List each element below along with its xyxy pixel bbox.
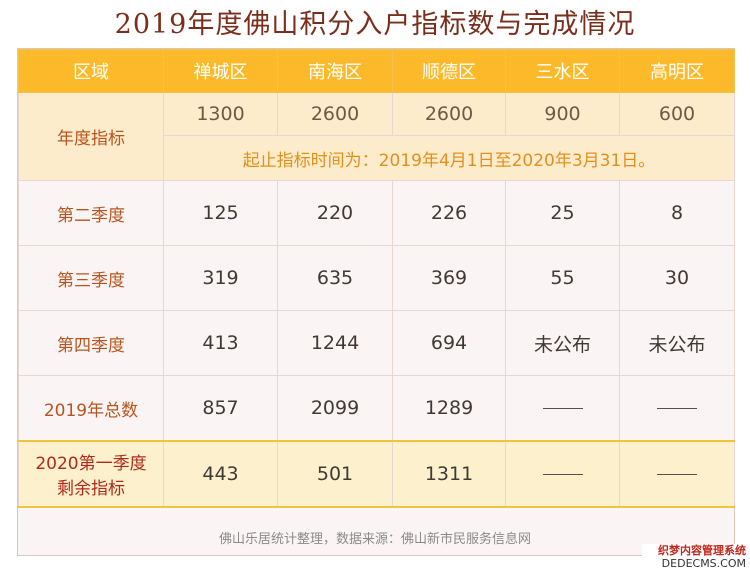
cell-value: 2600 [392,92,506,136]
cell-value: 1311 [392,440,506,508]
table-frame: 区域 禅城区 南海区 顺德区 三水区 高明区 年度指标 1300 2600 26… [17,48,735,556]
row-label-annual-target: 年度指标 [18,92,164,181]
watermark-line1: 织梦内容管理系统 [658,544,746,557]
header-sanshui: 三水区 [505,49,620,93]
cell-value: 2600 [277,92,393,136]
row-label: 第三季度 [18,245,164,311]
watermark-line2: DEDECMS.COM [661,557,746,570]
cell-value: 501 [277,440,393,508]
table-row: 第三季度 319 635 369 55 30 [18,245,735,311]
table-row-annual-target: 年度指标 1300 2600 2600 900 600 [18,92,735,181]
header-gaoming: 高明区 [619,49,735,93]
cell-value: 1244 [277,310,393,376]
table-row: 2019年总数 857 2099 1289 [18,375,735,442]
cell-value: 30 [619,245,735,311]
page-title: 2019年度佛山积分入户指标数与完成情况 [114,9,636,40]
cell-value: 8 [619,180,735,246]
period-note: 起止指标时间为：2019年4月1日至2020年3月31日。 [163,135,735,181]
header-nanhai: 南海区 [277,49,393,93]
cell-value: 25 [505,180,620,246]
row-label-line2: 剩余指标 [57,479,125,499]
cell-value: 55 [505,245,620,311]
row-label: 第二季度 [18,180,164,246]
watermark-stamp: 织梦内容管理系统 DEDECMS.COM [642,544,750,572]
cell-value: 600 [619,92,735,136]
dash-mark [542,474,583,475]
table-row: 第四季度 413 1244 694 未公布 未公布 [18,310,735,376]
cell-dash [505,375,620,442]
cell-dash [619,440,735,508]
cell-value: 220 [277,180,393,246]
table-row: 第二季度 125 220 226 25 8 [18,180,735,246]
quota-table: 区域 禅城区 南海区 顺德区 三水区 高明区 年度指标 1300 2600 26… [18,49,735,508]
cell-value: 900 [505,92,620,136]
cell-value: 443 [163,440,278,508]
cell-value: 319 [163,245,278,311]
cell-dash [619,375,735,442]
source-footer: 佛山乐居统计整理，数据来源：佛山新市民服务信息网 [218,532,531,547]
cell-value: 1289 [392,375,506,442]
cell-value: 369 [392,245,506,311]
table-row-remaining: 2020第一季度 剩余指标 443 501 1311 [18,440,735,508]
cell-value: 1300 [163,92,278,136]
cell-dash [505,440,620,508]
cell-value: 未公布 [619,310,735,376]
header-chancheng: 禅城区 [163,49,278,93]
cell-value: 2099 [277,375,393,442]
header-region: 区域 [18,49,164,93]
table-header-row: 区域 禅城区 南海区 顺德区 三水区 高明区 [18,49,735,93]
table-row-note: 起止指标时间为：2019年4月1日至2020年3月31日。 [19,135,735,181]
row-label: 第四季度 [18,310,164,376]
cell-value: 694 [392,310,506,376]
cell-value: 413 [163,310,278,376]
cell-value: 635 [277,245,393,311]
header-shunde: 顺德区 [392,49,506,93]
cell-value: 857 [163,375,278,442]
cell-value: 未公布 [505,310,620,376]
cell-value: 125 [163,180,278,246]
dash-mark [657,408,697,409]
cell-value: 226 [392,180,506,246]
row-label-line1: 2020第一季度 [35,454,147,474]
row-label: 2019年总数 [18,375,164,442]
dash-mark [657,474,697,475]
row-label-remaining: 2020第一季度 剩余指标 [18,440,164,508]
dash-mark [542,408,583,409]
